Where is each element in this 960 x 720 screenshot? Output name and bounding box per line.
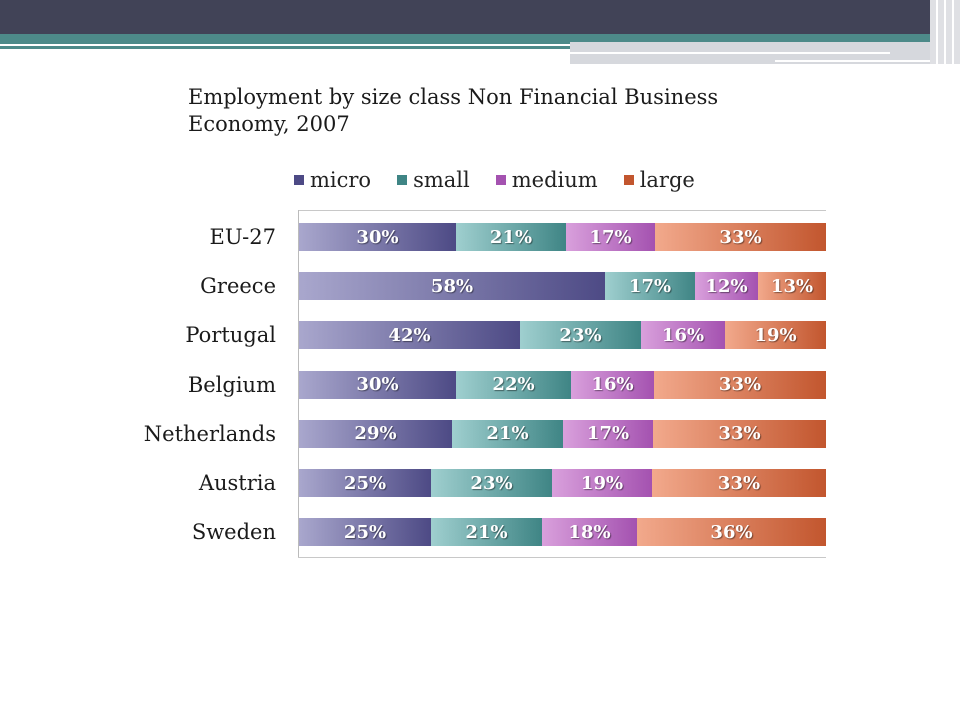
bar-segment-micro: 42% <box>299 321 520 350</box>
bar-segment-large: 33% <box>655 223 826 251</box>
category-label: Netherlands <box>143 421 276 446</box>
bar-segment-large: 33% <box>653 419 826 448</box>
legend-swatch-medium <box>495 175 506 185</box>
bar-row-sweden: 25% 21% 18% 36% <box>299 518 826 547</box>
bar-segment-micro: 30% <box>299 370 456 399</box>
bar-row-austria: 25% 23% 19% 33% <box>299 469 826 497</box>
category-label: Belgium <box>187 372 276 397</box>
bar-segment-medium: 12% <box>695 272 758 301</box>
legend-item-small: small <box>397 168 470 192</box>
legend-item-micro: micro <box>294 168 371 192</box>
bar-segment-micro: 25% <box>299 469 431 497</box>
chart-legend: micro small medium large <box>294 167 695 193</box>
bar-segment-small: 21% <box>456 223 566 251</box>
bar-row-belgium: 30% 22% 16% 33% <box>299 370 826 399</box>
bar-segment-large: 33% <box>652 469 826 497</box>
corner-line <box>944 0 946 64</box>
category-label: Sweden <box>191 520 276 545</box>
category-axis-line <box>298 210 299 557</box>
category-label: Austria <box>198 471 276 495</box>
corner-line <box>936 0 938 64</box>
slide-header-line <box>0 46 570 49</box>
slide-header-bar <box>0 0 960 34</box>
corner-line <box>952 0 954 64</box>
bar-segment-micro: 25% <box>299 518 431 547</box>
category-label: Greece <box>200 274 276 299</box>
bar-segment-small: 23% <box>431 469 552 497</box>
category-label: Portugal <box>185 323 276 348</box>
bar-segment-medium: 19% <box>552 469 652 497</box>
legend-label-small: small <box>413 168 470 192</box>
bar-segment-large: 33% <box>654 370 826 399</box>
legend-item-medium: medium <box>495 168 598 192</box>
bar-segment-micro: 58% <box>299 272 605 301</box>
legend-item-large: large <box>623 168 695 192</box>
bar-segment-micro: 30% <box>299 223 456 251</box>
category-label: EU-27 <box>209 225 276 249</box>
bar-segment-medium: 18% <box>542 518 637 547</box>
bar-segment-medium: 16% <box>641 321 725 350</box>
legend-swatch-small <box>397 175 408 185</box>
legend-swatch-micro <box>294 175 304 185</box>
plot-area <box>298 210 826 558</box>
chart-title-line-1: Employment by size class Non Financial B… <box>188 85 719 109</box>
slide-header-stripe <box>0 34 960 44</box>
bar-segment-medium: 17% <box>566 223 655 251</box>
bar-segment-large: 19% <box>725 321 826 350</box>
bar-row-greece: 58% 17% 12% 13% <box>299 272 826 301</box>
bar-segment-small: 21% <box>431 518 542 547</box>
bar-segment-small: 17% <box>605 272 695 301</box>
legend-label-micro: micro <box>310 168 372 192</box>
bar-segment-medium: 16% <box>571 370 654 399</box>
bar-segment-medium: 17% <box>563 419 653 448</box>
bar-row-portugal: 42% 23% 16% 19% <box>299 321 826 350</box>
bar-row-netherlands: 29% 21% 17% 33% <box>299 419 826 448</box>
bar-row-eu-27: 30% 21% 17% 33% <box>299 223 826 251</box>
legend-swatch-large <box>623 175 634 185</box>
legend-label-medium: medium <box>511 168 598 192</box>
bar-segment-small: 22% <box>456 370 571 399</box>
bar-segment-small: 21% <box>452 419 563 448</box>
legend-label-large: large <box>639 168 695 192</box>
slide-header-accent-line-2 <box>775 60 935 62</box>
chart-title: Employment by size class Non Financial B… <box>188 84 748 138</box>
bar-segment-small: 23% <box>520 321 641 350</box>
bar-segment-large: 13% <box>758 272 826 301</box>
slide-header-accent-line <box>570 52 890 54</box>
bar-segment-micro: 29% <box>299 419 452 448</box>
bar-segment-large: 36% <box>637 518 826 547</box>
slide-corner-decoration <box>930 0 960 64</box>
chart-title-line-2: Economy, 2007 <box>188 112 350 136</box>
